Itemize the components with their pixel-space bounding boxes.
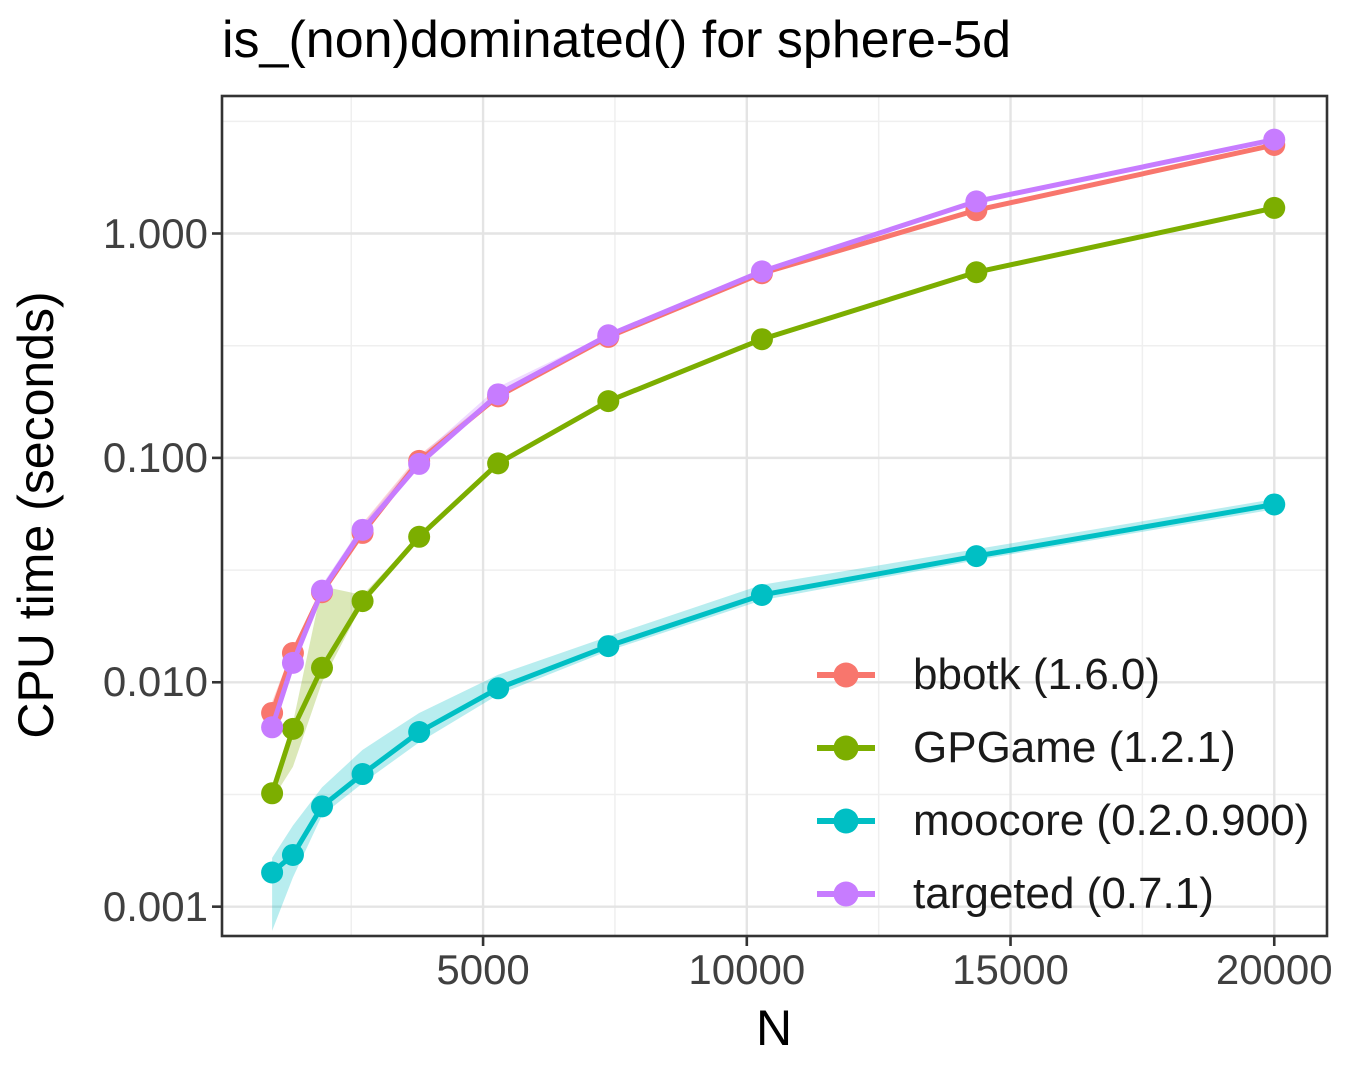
legend: bbotk (1.6.0) GPGame (1.2.1) moocore (0.2.… — [815, 638, 1309, 930]
y-axis-title: CPU time (seconds) — [8, 291, 64, 739]
gpgame-point — [311, 656, 334, 679]
legend-label: GPGame (1.2.1) — [913, 722, 1236, 772]
targeted-point — [281, 651, 304, 674]
legend-label: targeted (0.7.1) — [913, 868, 1214, 918]
x-tick-label: 15000 — [952, 946, 1069, 993]
gpgame-point — [965, 261, 988, 284]
legend-item-moocore: moocore (0.2.0.900) — [815, 784, 1309, 857]
targeted-point — [261, 716, 284, 739]
moocore-point — [281, 843, 304, 866]
y-tick-label: 1.000 — [102, 209, 208, 257]
moocore-point — [965, 545, 988, 568]
moocore-point — [750, 583, 773, 606]
x-tick-label: 20000 — [1215, 946, 1333, 993]
legend-item-targeted: targeted (0.7.1) — [815, 857, 1309, 930]
legend-marker-moocore-icon — [817, 808, 875, 833]
legend-label: moocore (0.2.0.900) — [913, 795, 1310, 845]
y-tick-label: 0.010 — [102, 658, 208, 706]
bbotk-line — [269, 142, 1277, 716]
moocore-point — [487, 677, 510, 700]
moocore-point — [311, 795, 334, 818]
targeted-point — [965, 190, 988, 213]
x-axis-title: N — [755, 1000, 793, 1056]
targeted-line — [269, 137, 1277, 730]
gpgame-point — [351, 590, 374, 613]
targeted-point — [750, 260, 773, 283]
y-tick-label: 0.100 — [102, 433, 208, 481]
legend-marker-gpgame-icon — [817, 735, 875, 760]
targeted-point — [487, 383, 510, 406]
gpgame-point — [750, 328, 773, 351]
targeted-point — [408, 452, 431, 475]
chart-title: is_(non)dominated() for sphere-5d — [222, 11, 1012, 69]
gpgame-point — [1263, 196, 1286, 219]
moocore-point — [351, 763, 374, 786]
targeted-point — [351, 518, 374, 541]
y-tick-label: 0.001 — [102, 882, 208, 930]
legend-marker-targeted-icon — [817, 881, 875, 906]
moocore-point — [1263, 493, 1286, 516]
targeted-point — [597, 324, 620, 347]
gpgame-point — [597, 390, 620, 413]
moocore-point — [261, 861, 284, 884]
bbotk-ribbon — [272, 143, 1275, 723]
gpgame-point — [261, 782, 284, 805]
x-tick-label: 5000 — [436, 946, 530, 993]
targeted-point — [311, 579, 334, 602]
moocore-point — [408, 721, 431, 744]
targeted-point — [1263, 128, 1286, 151]
x-tick-label: 10000 — [688, 946, 806, 993]
moocore-line — [269, 501, 1277, 875]
legend-label: bbotk (1.6.0) — [913, 649, 1161, 699]
legend-marker-bbotk-icon — [817, 662, 875, 687]
moocore-ribbon — [272, 499, 1275, 931]
gpgame-point — [487, 452, 510, 475]
gpgame-line — [269, 205, 1277, 796]
gpgame-point — [281, 717, 304, 740]
moocore-point — [597, 635, 620, 658]
legend-item-gpgame: GPGame (1.2.1) — [815, 711, 1309, 784]
legend-item-bbotk: bbotk (1.6.0) — [815, 638, 1309, 711]
panel-border — [220, 94, 1329, 938]
gpgame-point — [408, 525, 431, 548]
